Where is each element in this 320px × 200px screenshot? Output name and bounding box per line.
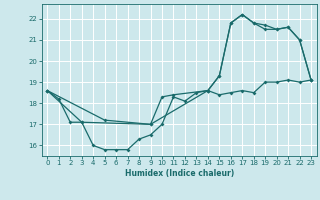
X-axis label: Humidex (Indice chaleur): Humidex (Indice chaleur) xyxy=(124,169,234,178)
